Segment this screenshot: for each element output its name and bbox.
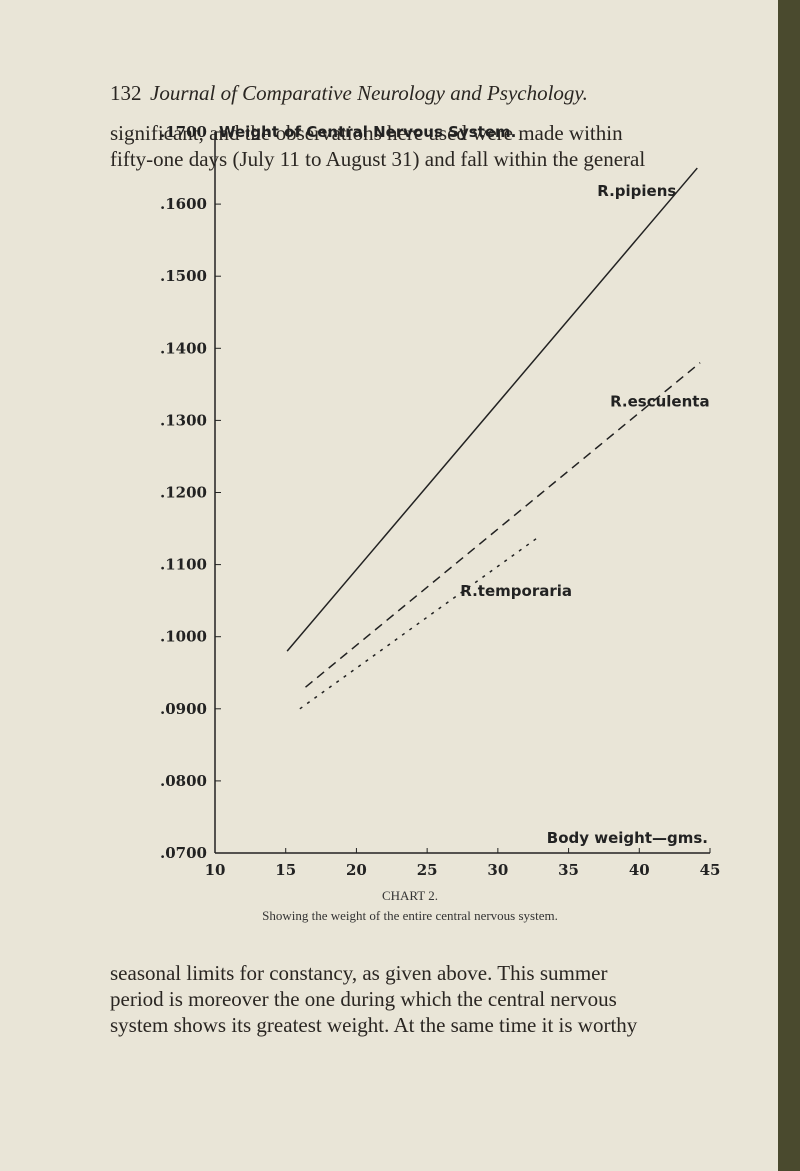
x-tick-label: 15	[275, 861, 296, 879]
y-tick-label: .1700	[160, 123, 207, 141]
x-tick-label: 45	[700, 861, 721, 879]
caption: CHART 2.	[382, 888, 438, 903]
text-line: fifty-one days (July 11 to August 31) an…	[110, 147, 645, 171]
journal-title: Journal of Comparative Neurology and Psy…	[150, 81, 588, 105]
page-number: 132	[110, 81, 142, 105]
legend-label: R.pipiens	[597, 182, 676, 200]
series-line	[299, 535, 541, 710]
text-line: system shows its greatest weight. At the…	[110, 1013, 638, 1037]
text-line: significant, and the observations here u…	[110, 121, 623, 145]
paragraph: seasonal limits for constancy, as given …	[110, 961, 638, 1037]
y-tick-label: .1100	[160, 556, 207, 574]
x-tick-label: 40	[629, 861, 650, 879]
y-tick-label: .0700	[160, 844, 207, 862]
legend-label: R.esculenta	[610, 393, 710, 411]
text-line: period is moreover the one during which …	[110, 987, 617, 1011]
y-tick-label: .1000	[160, 628, 207, 646]
x-tick-label: 35	[558, 861, 579, 879]
y-tick-label: .1200	[160, 484, 207, 502]
series-line	[305, 362, 701, 688]
y-tick-label: .0800	[160, 772, 207, 790]
x-axis-label: Body weight—gms.	[547, 829, 708, 847]
x-tick-label: 25	[417, 861, 438, 879]
y-tick-label: .0900	[160, 700, 207, 718]
chart-title: Weight of Central Nervous System.	[219, 123, 516, 141]
chart: Weight of Central Nervous System. Body we…	[160, 123, 720, 879]
x-tick-label: 10	[205, 861, 226, 879]
y-tick-label: .1600	[160, 195, 207, 213]
caption-text: Showing the weight of the entire central…	[262, 908, 558, 923]
y-tick-label: .1400	[160, 339, 207, 357]
x-tick-label: 30	[487, 861, 508, 879]
text-line: seasonal limits for constancy, as given …	[110, 961, 607, 985]
paragraph: significant, and the observations here u…	[110, 121, 645, 171]
x-tick-label: 20	[346, 861, 367, 879]
series-line	[286, 167, 698, 652]
y-tick-label: .1300	[160, 411, 207, 429]
legend-label: R.temporaria	[460, 582, 572, 600]
book-edge	[778, 0, 800, 1171]
y-tick-label: .1500	[160, 267, 207, 285]
